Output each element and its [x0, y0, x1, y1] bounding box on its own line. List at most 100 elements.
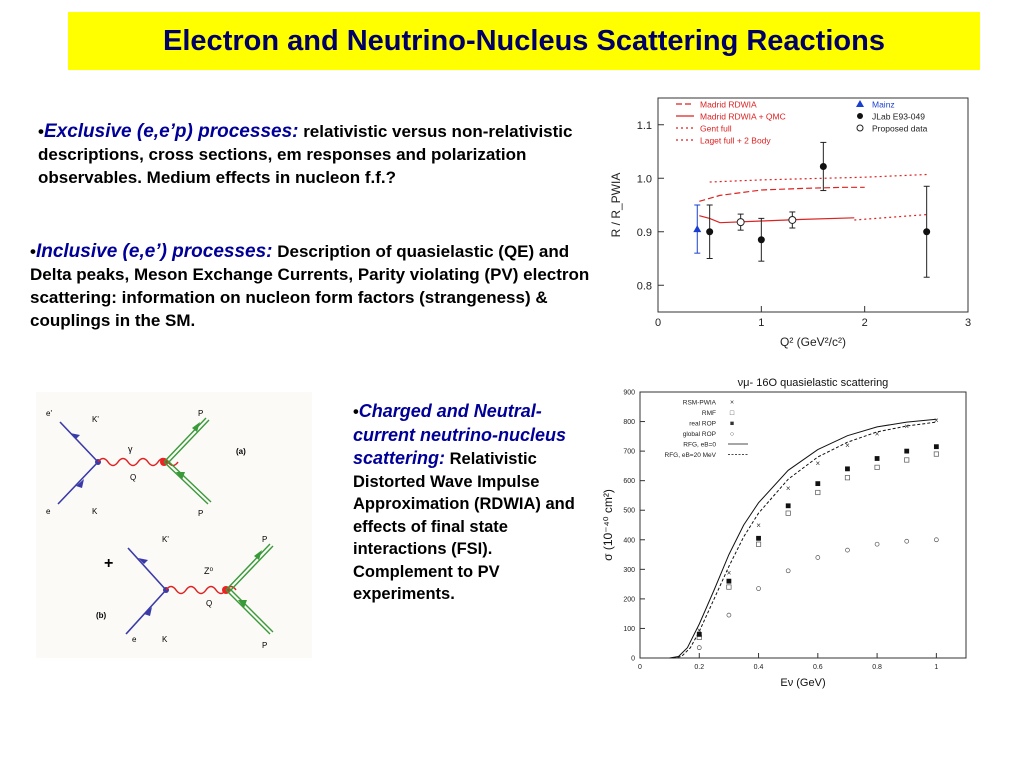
slide-title: Electron and Neutrino-Nucleus Scattering…: [163, 24, 885, 57]
point-rmf: [874, 464, 880, 470]
bullet-neutrino-body: Relativistic Distorted Wave Impulse Appr…: [353, 450, 575, 603]
electron-out-line: [59, 421, 99, 463]
y-tick-label: 800: [623, 419, 635, 426]
point-real-rop: [904, 448, 910, 454]
point-global-rop: [756, 586, 761, 591]
point-rmf: [755, 541, 762, 547]
label-K-out: K': [92, 415, 99, 424]
bullet-exclusive-body: relativistic versus non-relativistic des…: [38, 122, 573, 187]
plot-frame: [639, 391, 967, 659]
data-point-mainz: [693, 225, 702, 233]
label-K-in: K: [92, 507, 98, 516]
legend-point-label: JLab E93-049: [872, 112, 925, 122]
point-rsm-pwia: ×: [786, 484, 791, 493]
label-Pi-a: P: [198, 509, 203, 518]
point-rmf: [815, 489, 821, 496]
proton-out-line-b2: [228, 545, 274, 593]
legend-marker-jlab: [857, 113, 863, 119]
label-Pf-a: P: [198, 409, 203, 418]
chart-title: νμ- 16O quasielastic scattering: [738, 377, 889, 389]
point-global-rop: [815, 555, 821, 560]
proton-out-arrow: [192, 422, 200, 432]
theory-curve: [699, 186, 865, 202]
y-tick-label: 600: [623, 478, 635, 485]
point-rmf: [726, 584, 732, 590]
bullet-neutrino-heading: Charged and Neutral-current neutrino-nuc…: [353, 401, 567, 468]
electron-out-arrow: [70, 433, 80, 439]
point-rsm-pwia: ×: [697, 626, 702, 635]
x-axis-label: Eν (GeV): [780, 677, 825, 689]
label-tag-b: (b): [96, 611, 107, 620]
point-rsm-pwia: ×: [815, 459, 820, 468]
electron-in-arrow: [76, 479, 84, 488]
legend-label: global ROP: [683, 431, 716, 438]
x-tick-label: 1: [758, 317, 764, 329]
point-rmf: [933, 451, 939, 457]
bullet-neutrino: •Charged and Neutral-current neutrino-nu…: [353, 401, 575, 603]
label-boson-a: γ: [128, 444, 133, 454]
point-global-rop: [874, 541, 880, 547]
point-global-rop: [904, 538, 910, 544]
feynman-diagram-a: e' K' e K γ Q P P (a): [46, 409, 246, 518]
x-tick-label: 0: [638, 664, 642, 671]
bullet-exclusive-heading: Exclusive (e,e’p) processes:: [43, 121, 299, 142]
y-axis-label: σ (10⁻⁴⁰ cm²): [601, 489, 615, 561]
feynman-diagram-b: K' K e Z⁰ Q P P (b): [96, 535, 274, 650]
y-tick-label: 100: [623, 626, 635, 633]
proton-in-line-1: [163, 461, 209, 505]
legend-line-label: Madrid RDWIA: [700, 100, 757, 110]
label-Pf-b: P: [262, 535, 267, 544]
point-global-rop: [785, 568, 791, 574]
legend-marker: ×: [730, 400, 734, 407]
y-tick-label: 700: [623, 449, 635, 456]
neutrino-in-line: [125, 589, 167, 635]
neutrino-out-line: [127, 547, 167, 591]
ratio-chart: 0 1 2 3 0.8 0.9 1.0 1.1 Q² (GeV²/c²) R / R_PWIA Ma…: [598, 80, 988, 355]
legend-line-label: Gent full: [700, 124, 732, 134]
label-e-in-b: e: [132, 635, 137, 644]
theory-curve: [854, 214, 927, 221]
data-point-jlab: [757, 236, 765, 244]
x-tick-label: 0.6: [813, 664, 823, 671]
point-rsm-pwia: ×: [934, 416, 939, 425]
point-real-rop: [785, 503, 791, 509]
x-tick-label: 3: [965, 317, 971, 329]
point-real-rop: [933, 444, 939, 450]
label-tag-a: (a): [236, 447, 246, 456]
label-e-out: e': [46, 409, 52, 418]
neutrino-out-arrow: [138, 558, 148, 564]
x-tick-label: 2: [862, 317, 868, 329]
x-axis-label: Q² (GeV²/c²): [780, 335, 846, 349]
point-rmf: [844, 475, 851, 481]
x-tick-label: 0.8: [872, 664, 882, 671]
data-point-proposed: [788, 215, 797, 224]
bullet-inclusive-heading: Inclusive (e,e’) processes:: [35, 241, 273, 262]
feynman-diagrams-svg: e' K' e K γ Q P P (a) + K': [46, 409, 274, 650]
point-global-rop: [934, 537, 939, 543]
data-point-jlab: [819, 162, 827, 170]
neutrino-in-arrow: [144, 607, 152, 616]
point-real-rop: [756, 535, 761, 541]
label-e-in: e: [46, 507, 51, 516]
theory-curve: [709, 173, 927, 183]
y-tick-label: 300: [623, 567, 635, 574]
proton-out-arrow-b: [254, 550, 262, 560]
title-banner: Electron and Neutrino-Nucleus Scattering…: [68, 12, 980, 70]
legend-marker-mainz: [856, 100, 864, 107]
x-tick-label: 0.2: [694, 664, 704, 671]
point-rmf: [785, 510, 791, 516]
y-tick-label: 400: [623, 537, 635, 544]
point-real-rop: [726, 578, 732, 584]
point-global-rop: [696, 645, 702, 651]
cross-section-chart: νμ- 16O quasielastic scattering 0 0.2 0.4 0.…: [596, 372, 971, 690]
y-tick-label: 0: [631, 656, 635, 663]
proton-out-line-1: [163, 417, 207, 463]
legend-label: RFG, eB=0: [683, 442, 716, 449]
ratio-chart-svg: 0 1 2 3 0.8 0.9 1.0 1.1 Q² (GeV²/c²) R / R_PWIA Ma…: [609, 97, 971, 349]
proton-in-arrow: [176, 472, 185, 480]
point-rsm-pwia: ×: [845, 441, 850, 450]
point-real-rop: [696, 631, 702, 637]
legend-line-label: Laget full + 2 Body: [700, 136, 771, 146]
label-Q-b: Q: [206, 599, 212, 608]
legend-marker: ■: [730, 421, 734, 428]
